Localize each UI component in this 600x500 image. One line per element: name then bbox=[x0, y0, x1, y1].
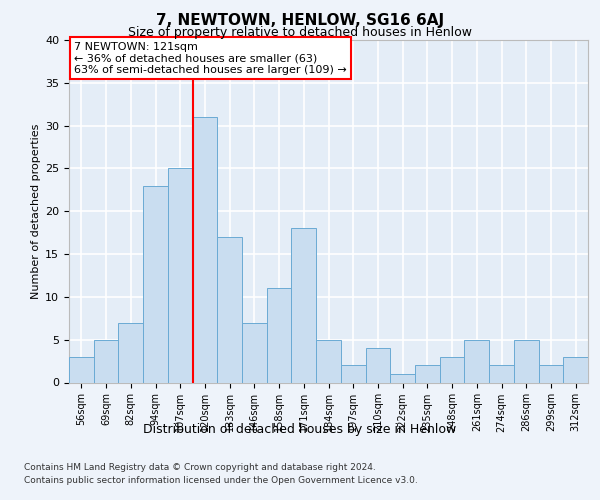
Bar bbox=[390, 374, 415, 382]
Text: 7, NEWTOWN, HENLOW, SG16 6AJ: 7, NEWTOWN, HENLOW, SG16 6AJ bbox=[156, 12, 444, 28]
Text: Size of property relative to detached houses in Henlow: Size of property relative to detached ho… bbox=[128, 26, 472, 39]
Bar bbox=[217, 237, 242, 382]
Bar bbox=[563, 357, 588, 382]
Bar bbox=[94, 340, 118, 382]
Bar bbox=[514, 340, 539, 382]
Text: Distribution of detached houses by size in Henlow: Distribution of detached houses by size … bbox=[143, 422, 457, 436]
Bar bbox=[464, 340, 489, 382]
Bar bbox=[489, 366, 514, 382]
Bar bbox=[539, 366, 563, 382]
Text: 7 NEWTOWN: 121sqm
← 36% of detached houses are smaller (63)
63% of semi-detached: 7 NEWTOWN: 121sqm ← 36% of detached hous… bbox=[74, 42, 347, 75]
Y-axis label: Number of detached properties: Number of detached properties bbox=[31, 124, 41, 299]
Bar bbox=[341, 366, 365, 382]
Bar bbox=[365, 348, 390, 382]
Bar bbox=[440, 357, 464, 382]
Bar bbox=[69, 357, 94, 382]
Bar bbox=[242, 322, 267, 382]
Bar bbox=[193, 117, 217, 382]
Bar bbox=[415, 366, 440, 382]
Text: Contains HM Land Registry data © Crown copyright and database right 2024.: Contains HM Land Registry data © Crown c… bbox=[24, 462, 376, 471]
Text: Contains public sector information licensed under the Open Government Licence v3: Contains public sector information licen… bbox=[24, 476, 418, 485]
Bar bbox=[118, 322, 143, 382]
Bar bbox=[143, 186, 168, 382]
Bar bbox=[168, 168, 193, 382]
Bar bbox=[316, 340, 341, 382]
Bar bbox=[292, 228, 316, 382]
Bar bbox=[267, 288, 292, 382]
